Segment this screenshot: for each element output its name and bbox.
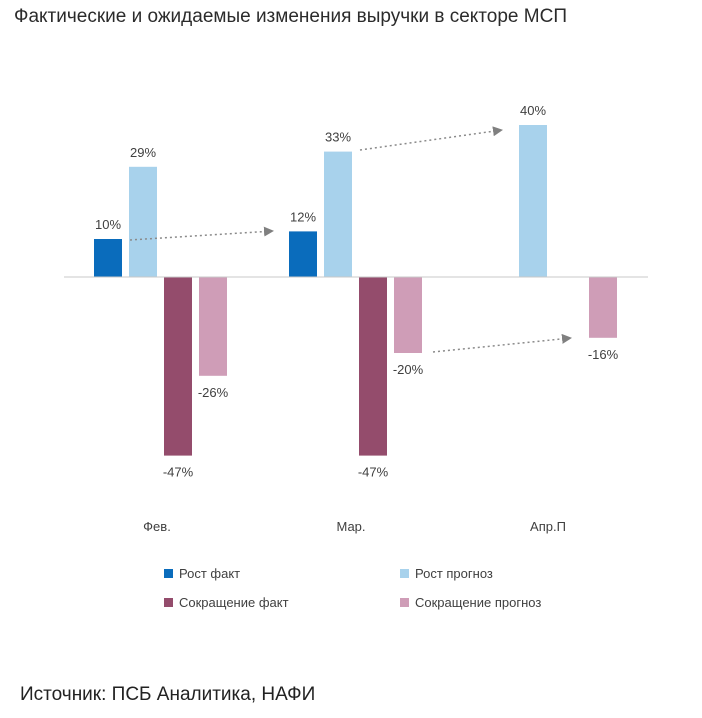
bar-1-2 xyxy=(519,125,547,277)
data-label-3-2: -16% xyxy=(588,347,619,362)
category-label-0: Фев. xyxy=(143,519,171,534)
legend: Рост факт Рост прогноз Сокращение факт Сокр… xyxy=(164,566,541,610)
bar-3-0 xyxy=(199,277,227,376)
data-label-1-2: 40% xyxy=(520,103,546,118)
data-label-2-0: -47% xyxy=(163,465,194,480)
legend-swatch-2 xyxy=(164,598,173,607)
bar-1-0 xyxy=(129,166,157,277)
bar-0-0 xyxy=(94,239,122,277)
legend-swatch-3 xyxy=(400,598,409,607)
data-label-0-0: 10% xyxy=(95,217,121,232)
legend-label-3: Сокращение прогноз xyxy=(415,595,541,610)
chart-title: Фактические и ожидаемые изменения выручк… xyxy=(14,6,567,27)
legend-label-2: Сокращение факт xyxy=(179,595,289,610)
category-label-1: Мар. xyxy=(336,519,365,534)
trend-arrow-mar-apr-decline xyxy=(432,333,572,353)
legend-swatch-1 xyxy=(400,569,409,578)
trend-arrow-feb-mar-growth xyxy=(129,226,274,241)
trend-arrows xyxy=(129,126,572,353)
legend-swatch-0 xyxy=(164,569,173,578)
legend-label-1: Рост прогноз xyxy=(415,566,493,581)
legend-label-0: Рост факт xyxy=(179,566,240,581)
data-label-3-0: -26% xyxy=(198,385,229,400)
bar-3-2 xyxy=(589,277,617,338)
data-label-3-1: -20% xyxy=(393,362,424,377)
data-label-0-1: 12% xyxy=(290,209,316,224)
bar-chart: 10% 12% 29% 33% 40% -47% -47% -26% -20% -16% Фев.… xyxy=(64,103,648,610)
data-label-2-1: -47% xyxy=(358,465,389,480)
bar-2-1 xyxy=(359,277,387,456)
bar-1-1 xyxy=(324,151,352,277)
bar-2-0 xyxy=(164,277,192,456)
source-note: Источник: ПСБ Аналитика, НАФИ xyxy=(20,684,316,705)
bar-0-1 xyxy=(289,231,317,277)
data-label-1-1: 33% xyxy=(325,130,351,145)
category-label-2: Апр.П xyxy=(530,519,566,534)
trend-arrow-mar-apr-growth xyxy=(359,126,503,151)
bar-3-1 xyxy=(394,277,422,353)
data-label-1-0: 29% xyxy=(130,145,156,160)
